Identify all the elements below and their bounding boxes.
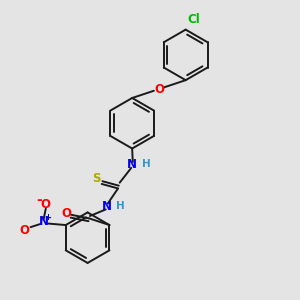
Text: -: - (36, 193, 41, 207)
Text: O: O (61, 207, 71, 220)
Text: O: O (41, 198, 51, 211)
Text: H: H (142, 159, 150, 169)
Text: H: H (116, 201, 125, 211)
Text: N: N (102, 200, 112, 213)
Text: N: N (127, 158, 137, 171)
Text: N: N (38, 215, 48, 228)
Text: S: S (92, 172, 100, 185)
Text: O: O (20, 224, 30, 237)
Text: O: O (154, 82, 164, 96)
Text: +: + (44, 212, 51, 221)
Text: Cl: Cl (187, 13, 200, 26)
